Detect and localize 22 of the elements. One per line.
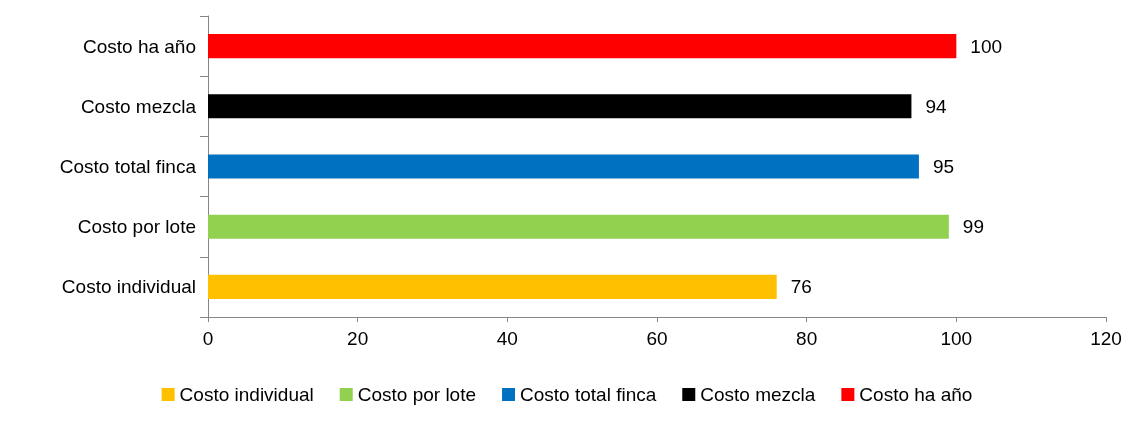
data-label: 95 bbox=[932, 156, 955, 177]
legend-label: Costo mezcla bbox=[700, 384, 816, 405]
legend-label: Costo ha año bbox=[859, 384, 973, 405]
y-tick-label: Costo total finca bbox=[59, 156, 197, 177]
data-label: 99 bbox=[962, 216, 984, 238]
y-tick-label: Costo ha año bbox=[82, 35, 196, 57]
data-label: 100 bbox=[970, 35, 1003, 57]
y-tick-label: Costo mezcla bbox=[80, 95, 197, 117]
x-tick-label: 120 bbox=[1090, 328, 1122, 349]
legend-label: Costo total finca bbox=[520, 384, 657, 405]
legend-label: Costo individual bbox=[179, 384, 314, 405]
x-tick-label: 0 bbox=[202, 328, 214, 349]
x-tick-label: 40 bbox=[496, 328, 518, 349]
y-tick-label: Costo por lote bbox=[77, 216, 196, 238]
legend-label: Costo por lote bbox=[357, 384, 477, 405]
x-tick-label: 80 bbox=[796, 328, 818, 349]
data-label: 94 bbox=[925, 95, 947, 117]
data-label: 76 bbox=[790, 276, 812, 298]
x-tick-label: 100 bbox=[940, 328, 973, 349]
x-tick-label: 20 bbox=[347, 328, 369, 349]
y-tick-label: Costo individual bbox=[61, 276, 196, 298]
x-tick-label: 60 bbox=[646, 328, 668, 349]
